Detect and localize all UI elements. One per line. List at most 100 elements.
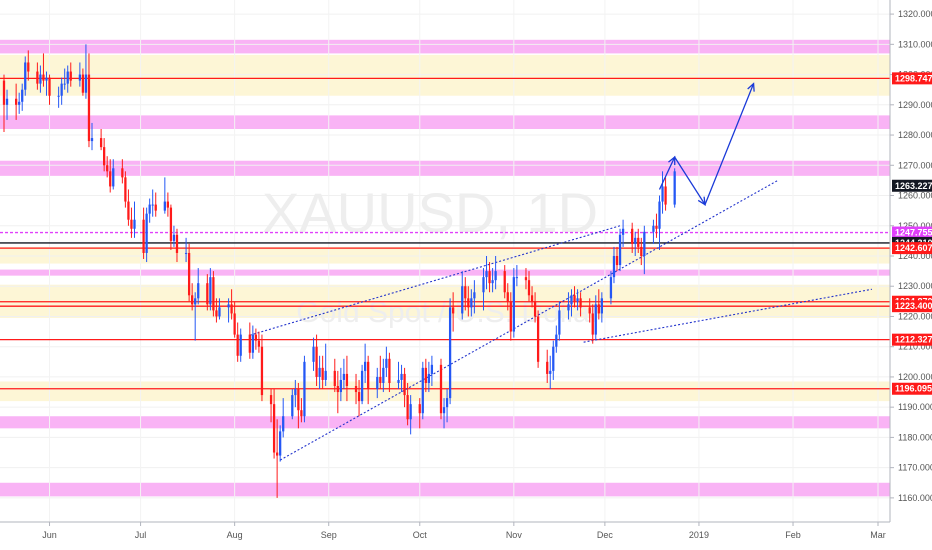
price-tick-label: 1170.000 <box>898 463 932 473</box>
candle-body <box>124 177 127 202</box>
candle-body <box>658 201 661 229</box>
time-tick-label: Dec <box>597 530 614 540</box>
candle-body <box>388 358 391 383</box>
price-tick-label: 1160.000 <box>898 493 932 503</box>
price-label-text: 1298.747 <box>895 73 932 83</box>
price-label-text: 1247.755 <box>895 228 932 238</box>
candle-body <box>448 307 452 399</box>
zone-band <box>0 246 890 264</box>
candle-body <box>24 62 27 90</box>
price-axis[interactable]: 1160.000 1170.000 1180.000 1190.000 1200.000… <box>889 0 932 550</box>
candle-body <box>99 138 103 148</box>
price-label-text: 1212.327 <box>895 335 932 345</box>
price-tick-label: 1240.000 <box>898 251 932 261</box>
candle-body <box>530 295 534 302</box>
candle-body <box>260 346 264 396</box>
projection-arrow-line <box>658 83 755 207</box>
candle-body <box>549 370 552 374</box>
candle-body <box>215 310 218 317</box>
candle-body <box>533 301 537 317</box>
price-tick-label: 1210.000 <box>898 342 932 352</box>
candle-body <box>109 171 112 187</box>
zone-band <box>0 39 890 54</box>
candle-body <box>652 225 655 232</box>
price-tick-label: 1320.000 <box>898 9 932 19</box>
candle-body <box>594 304 597 335</box>
candle-body <box>345 373 349 387</box>
candle-body <box>194 298 197 305</box>
candle-body <box>631 228 634 244</box>
candle-body <box>609 277 613 299</box>
price-label-text: 1263.227 <box>895 181 932 191</box>
watermark-symbol: XAUUSD, 1D <box>262 181 598 244</box>
zone-band <box>0 115 890 129</box>
candle-body <box>66 71 69 84</box>
candle-body <box>461 286 464 314</box>
horizontal-lines-layer <box>0 77 890 390</box>
candle-body <box>191 295 194 305</box>
candle-body <box>184 252 188 254</box>
candle-body <box>552 346 555 371</box>
candle-body <box>130 219 133 229</box>
candle-body <box>106 165 109 172</box>
candle-body <box>588 307 591 314</box>
candle-body <box>467 298 470 308</box>
candle-body <box>418 404 421 414</box>
candle-body <box>69 71 72 81</box>
candle-body <box>18 101 21 105</box>
candle-body <box>163 201 166 211</box>
candle-body <box>570 295 573 305</box>
price-tick-label: 1250.000 <box>898 221 932 231</box>
price-label-text: 1242.607 <box>895 243 932 253</box>
candle-body <box>272 404 276 453</box>
candle-body <box>103 147 106 166</box>
candle-body <box>397 379 400 383</box>
price-tick-label: 1270.000 <box>898 160 932 170</box>
price-tick-label: 1260.000 <box>898 191 932 201</box>
projection-arrow-head <box>668 155 676 166</box>
candle-body <box>464 286 467 299</box>
candle-body <box>321 367 324 380</box>
candles-layer <box>2 44 676 498</box>
trendline <box>249 225 621 336</box>
candle-body <box>84 74 88 93</box>
price-label-badge <box>892 179 932 192</box>
candle-body <box>269 395 273 405</box>
candle-body <box>439 364 443 414</box>
candle-body <box>318 367 321 377</box>
candle-body <box>640 246 643 256</box>
price-label-badge <box>892 226 932 239</box>
candle-body <box>427 373 430 383</box>
candle-body <box>491 280 494 284</box>
candle-body <box>257 340 261 347</box>
candle-body <box>536 316 540 362</box>
candle-body <box>45 77 48 81</box>
candle-body <box>339 379 342 393</box>
candle-body <box>661 186 664 202</box>
candle-body <box>36 71 39 84</box>
candle-body <box>527 280 531 296</box>
price-tick-label: 1230.000 <box>898 281 932 291</box>
candle-body <box>655 225 658 229</box>
candle-body <box>230 304 233 314</box>
candle-body <box>212 277 215 311</box>
candle-body <box>81 74 85 93</box>
price-tick-label: 1280.000 <box>898 130 932 140</box>
price-tick-label: 1220.000 <box>898 311 932 321</box>
candle-body <box>5 98 9 105</box>
time-axis[interactable]: Jun Jul Aug Sep Oct Nov Dec 2019 Feb Mar <box>0 521 890 550</box>
price-label-badge <box>892 242 932 255</box>
candle-body <box>48 77 51 96</box>
price-label-badge <box>892 72 932 85</box>
trendline <box>279 179 779 461</box>
candle-body <box>300 410 303 417</box>
candle-body <box>555 334 558 347</box>
candle-body <box>567 304 570 311</box>
candle-body <box>488 271 491 284</box>
candle-body <box>600 298 603 314</box>
candle-body <box>303 361 306 417</box>
candle-body <box>406 395 409 420</box>
projection-arrow-head <box>697 196 706 206</box>
candle-body <box>403 373 406 396</box>
